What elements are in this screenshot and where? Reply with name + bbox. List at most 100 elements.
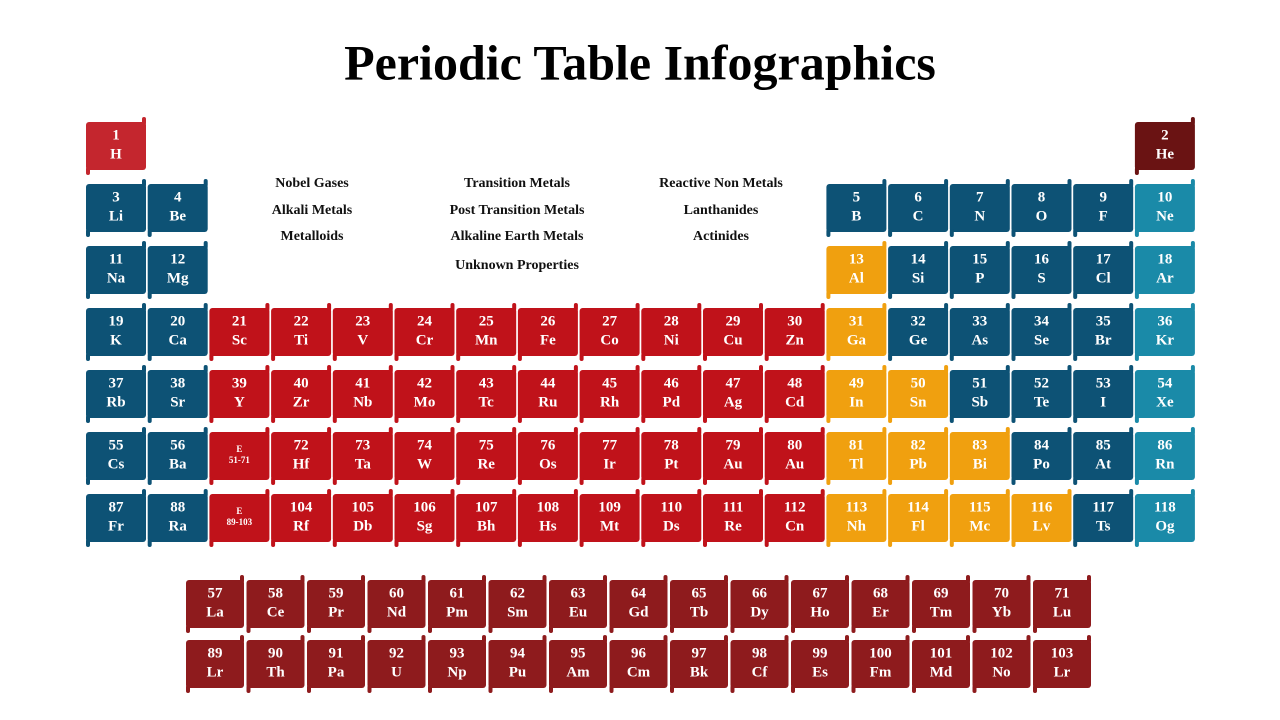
tile-pin <box>1129 303 1134 311</box>
tile-pin <box>361 635 365 643</box>
tile-background <box>147 494 208 542</box>
tile-number: 41 <box>355 375 370 391</box>
tile-symbol: As <box>971 332 988 348</box>
tile-symbol: Ir <box>603 456 616 472</box>
element-tile: 56 Ba <box>147 427 208 485</box>
tile-number: 30 <box>787 313 802 329</box>
tile-pin <box>147 229 152 237</box>
tile-symbol: Cm <box>627 664 651 680</box>
tile-number: 75 <box>479 437 494 453</box>
tile-symbol: Rn <box>1155 456 1175 472</box>
tile-background <box>1134 184 1195 232</box>
tile-symbol: Mo <box>414 394 436 410</box>
tile-pin <box>609 625 614 633</box>
element-tile: 105 Db <box>332 489 393 547</box>
element-tile: 5B <box>826 179 887 237</box>
tile-pin <box>203 179 208 187</box>
tile-background <box>949 246 1010 294</box>
tile-pin <box>1005 303 1010 311</box>
tile-pin <box>1011 539 1016 547</box>
element-tile: 73 Ta <box>332 427 393 485</box>
element-tile: 61 Pm <box>428 575 486 633</box>
tile-number: 51 <box>972 375 987 391</box>
legend-label: Metalloids <box>281 229 345 244</box>
tile-background <box>271 370 332 418</box>
tile-pin <box>327 303 332 311</box>
tile-pin <box>203 241 208 249</box>
tile-pin <box>512 427 517 435</box>
tile-pin <box>826 415 831 423</box>
tile-number: 45 <box>602 375 617 391</box>
element-tile: 50 Sn <box>888 365 949 423</box>
tile-pin <box>1073 353 1078 361</box>
tile-number: 50 <box>911 375 926 391</box>
element-tile: 38 Sr <box>147 365 208 423</box>
tile-number: 77 <box>602 437 618 453</box>
tile-background <box>549 580 607 628</box>
tile-background <box>332 370 393 418</box>
tile-background <box>888 184 949 232</box>
tile-pin <box>1073 539 1078 547</box>
tile-background <box>972 640 1031 688</box>
tile-pin <box>517 477 522 485</box>
tile-background <box>641 432 702 480</box>
element-tile: 60 Nd <box>367 575 426 633</box>
tile-background <box>271 432 332 480</box>
tile-background <box>307 640 365 688</box>
tile-pin <box>1011 477 1016 485</box>
tile-background <box>641 494 702 542</box>
tile-number: 19 <box>109 313 124 329</box>
tile-number: 103 <box>1051 645 1074 661</box>
tile-number: 81 <box>849 437 864 453</box>
element-tile: 97 Bk <box>670 635 728 693</box>
tile-background <box>641 308 702 356</box>
tile-background <box>332 308 393 356</box>
tile-pin <box>1087 575 1091 583</box>
tile-pin <box>482 575 486 583</box>
tile-background <box>670 580 728 628</box>
element-tile: 18 Ar <box>1134 241 1195 299</box>
tile-pin <box>641 477 646 485</box>
element-tile: E51-71 <box>209 427 270 485</box>
tile-pin <box>450 365 455 373</box>
tile-pin <box>641 415 646 423</box>
tile-pin <box>86 415 90 423</box>
tile-symbol: Ge <box>909 332 928 348</box>
tile-pin <box>1073 229 1078 237</box>
element-tile: 82 Pb <box>888 427 949 485</box>
tile-pin <box>759 489 763 497</box>
tile-pin <box>888 353 893 361</box>
tile-number: 32 <box>911 313 926 329</box>
tile-number: 90 <box>268 645 283 661</box>
tile-background <box>1073 370 1134 418</box>
tile-pin <box>635 489 640 497</box>
element-tile: 106 Sg <box>394 489 455 547</box>
tile-number: 16 <box>1034 251 1050 267</box>
tile-number: 115 <box>969 499 991 515</box>
tile-background <box>428 640 486 688</box>
tile-pin <box>949 291 954 299</box>
tile-pin <box>826 229 831 237</box>
tile-symbol: Rh <box>600 394 620 410</box>
tile-number: 12 <box>170 251 185 267</box>
tile-number: 76 <box>540 437 556 453</box>
legend-label: Nobel Gases <box>275 176 349 191</box>
tile-pin <box>1190 303 1195 311</box>
tile-background <box>670 640 728 688</box>
tile-number: 111 <box>723 499 744 515</box>
tile-pin <box>542 575 547 583</box>
tile-pin <box>394 415 399 423</box>
tile-background <box>246 580 305 628</box>
tile-pin <box>641 539 646 547</box>
tile-pin <box>332 477 337 485</box>
tile-pin <box>944 303 949 311</box>
tile-pin <box>300 575 305 583</box>
tile-pin <box>394 539 399 547</box>
tile-pin <box>1067 427 1072 435</box>
tile-pin <box>724 635 728 643</box>
tile-background <box>703 370 763 418</box>
tile-pin <box>573 303 578 311</box>
tile-number: 98 <box>752 645 767 661</box>
element-tile: 39 Y <box>209 365 270 423</box>
tile-pin <box>1067 365 1072 373</box>
